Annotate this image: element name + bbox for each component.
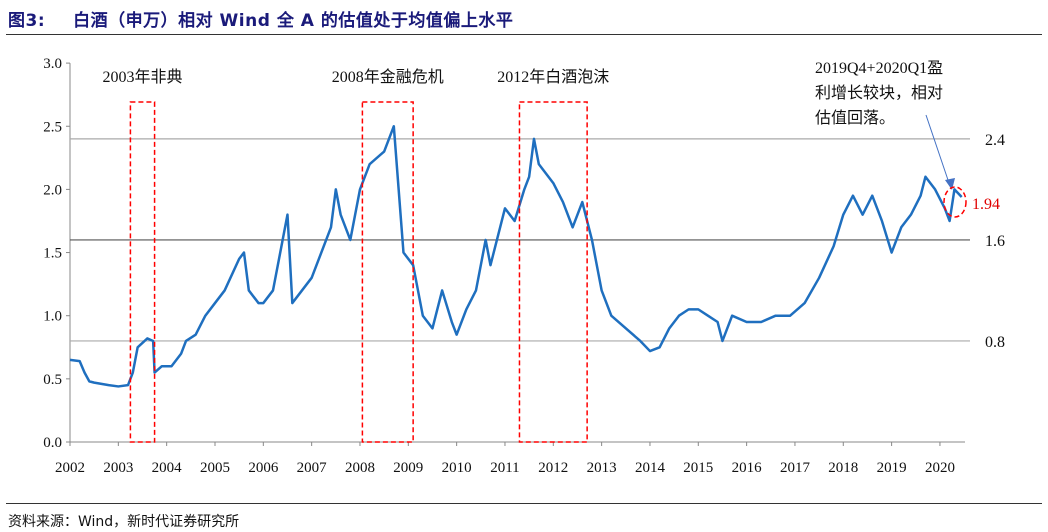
x-tick-label: 2014: [635, 460, 666, 476]
highlight-box: [361, 101, 414, 443]
highlight-box: [129, 101, 156, 443]
x-tick-label: 2017: [780, 460, 811, 476]
series-line: [69, 125, 963, 388]
y-tick-label: 1.0: [43, 309, 62, 325]
y-tick-label: 3.0: [43, 56, 62, 72]
y-tick-label: 2.0: [43, 182, 62, 198]
highlight-label: 2008年金融危机: [332, 68, 444, 86]
highlight-box: [518, 101, 588, 443]
figure-number: 图3:: [8, 11, 46, 31]
figure-title-text: 白酒（申万）相对 Wind 全 A 的估值处于均值偏上水平: [73, 11, 514, 31]
latest-value-label: 1.94: [972, 196, 1000, 213]
reference-line-label: 1.6: [985, 233, 1005, 250]
x-tick-label: 2011: [490, 460, 519, 476]
x-tick-label: 2009: [393, 460, 423, 476]
x-tick-label: 2020: [925, 460, 955, 476]
x-tick-label: 2010: [442, 460, 472, 476]
annotation-arrow-line: [925, 114, 949, 181]
x-tick-label: 2013: [587, 460, 617, 476]
annotation-text: 2019Q4+2020Q1盈: [815, 60, 943, 77]
x-tick-label: 2018: [828, 460, 858, 476]
figure-title: 图3: 白酒（申万）相对 Wind 全 A 的估值处于均值偏上水平: [8, 6, 513, 31]
latest-value-circle: [943, 186, 967, 218]
reference-line-label: 2.4: [985, 132, 1005, 149]
x-tick-label: 2004: [152, 460, 183, 476]
annotation-text: 估值回落。: [815, 109, 895, 127]
bottom-divider: [6, 503, 1042, 504]
reference-line-label: 0.8: [985, 334, 1005, 351]
annotation-text: 利增长较块，相对: [815, 84, 943, 102]
x-tick-label: 2012: [538, 460, 568, 476]
x-tick-label: 2006: [248, 460, 279, 476]
x-tick-label: 2016: [732, 460, 763, 476]
x-tick-label: 2003: [103, 460, 133, 476]
highlight-label: 2012年白酒泡沫: [497, 68, 609, 86]
y-tick-label: 2.5: [43, 119, 62, 135]
top-divider: [6, 34, 1042, 35]
y-tick-label: 1.5: [43, 246, 62, 262]
x-tick-label: 2019: [877, 460, 907, 476]
x-tick-label: 2015: [683, 460, 713, 476]
x-tick-label: 2002: [55, 460, 85, 476]
x-tick-label: 2005: [200, 460, 230, 476]
highlight-label: 2003年非典: [102, 68, 182, 86]
source-note: 资料来源：Wind，新时代证券研究所: [8, 514, 240, 530]
y-tick-label: 0.0: [43, 435, 62, 451]
y-tick-label: 0.5: [43, 372, 62, 388]
x-tick-label: 2007: [297, 460, 328, 476]
x-tick-label: 2008: [345, 460, 375, 476]
